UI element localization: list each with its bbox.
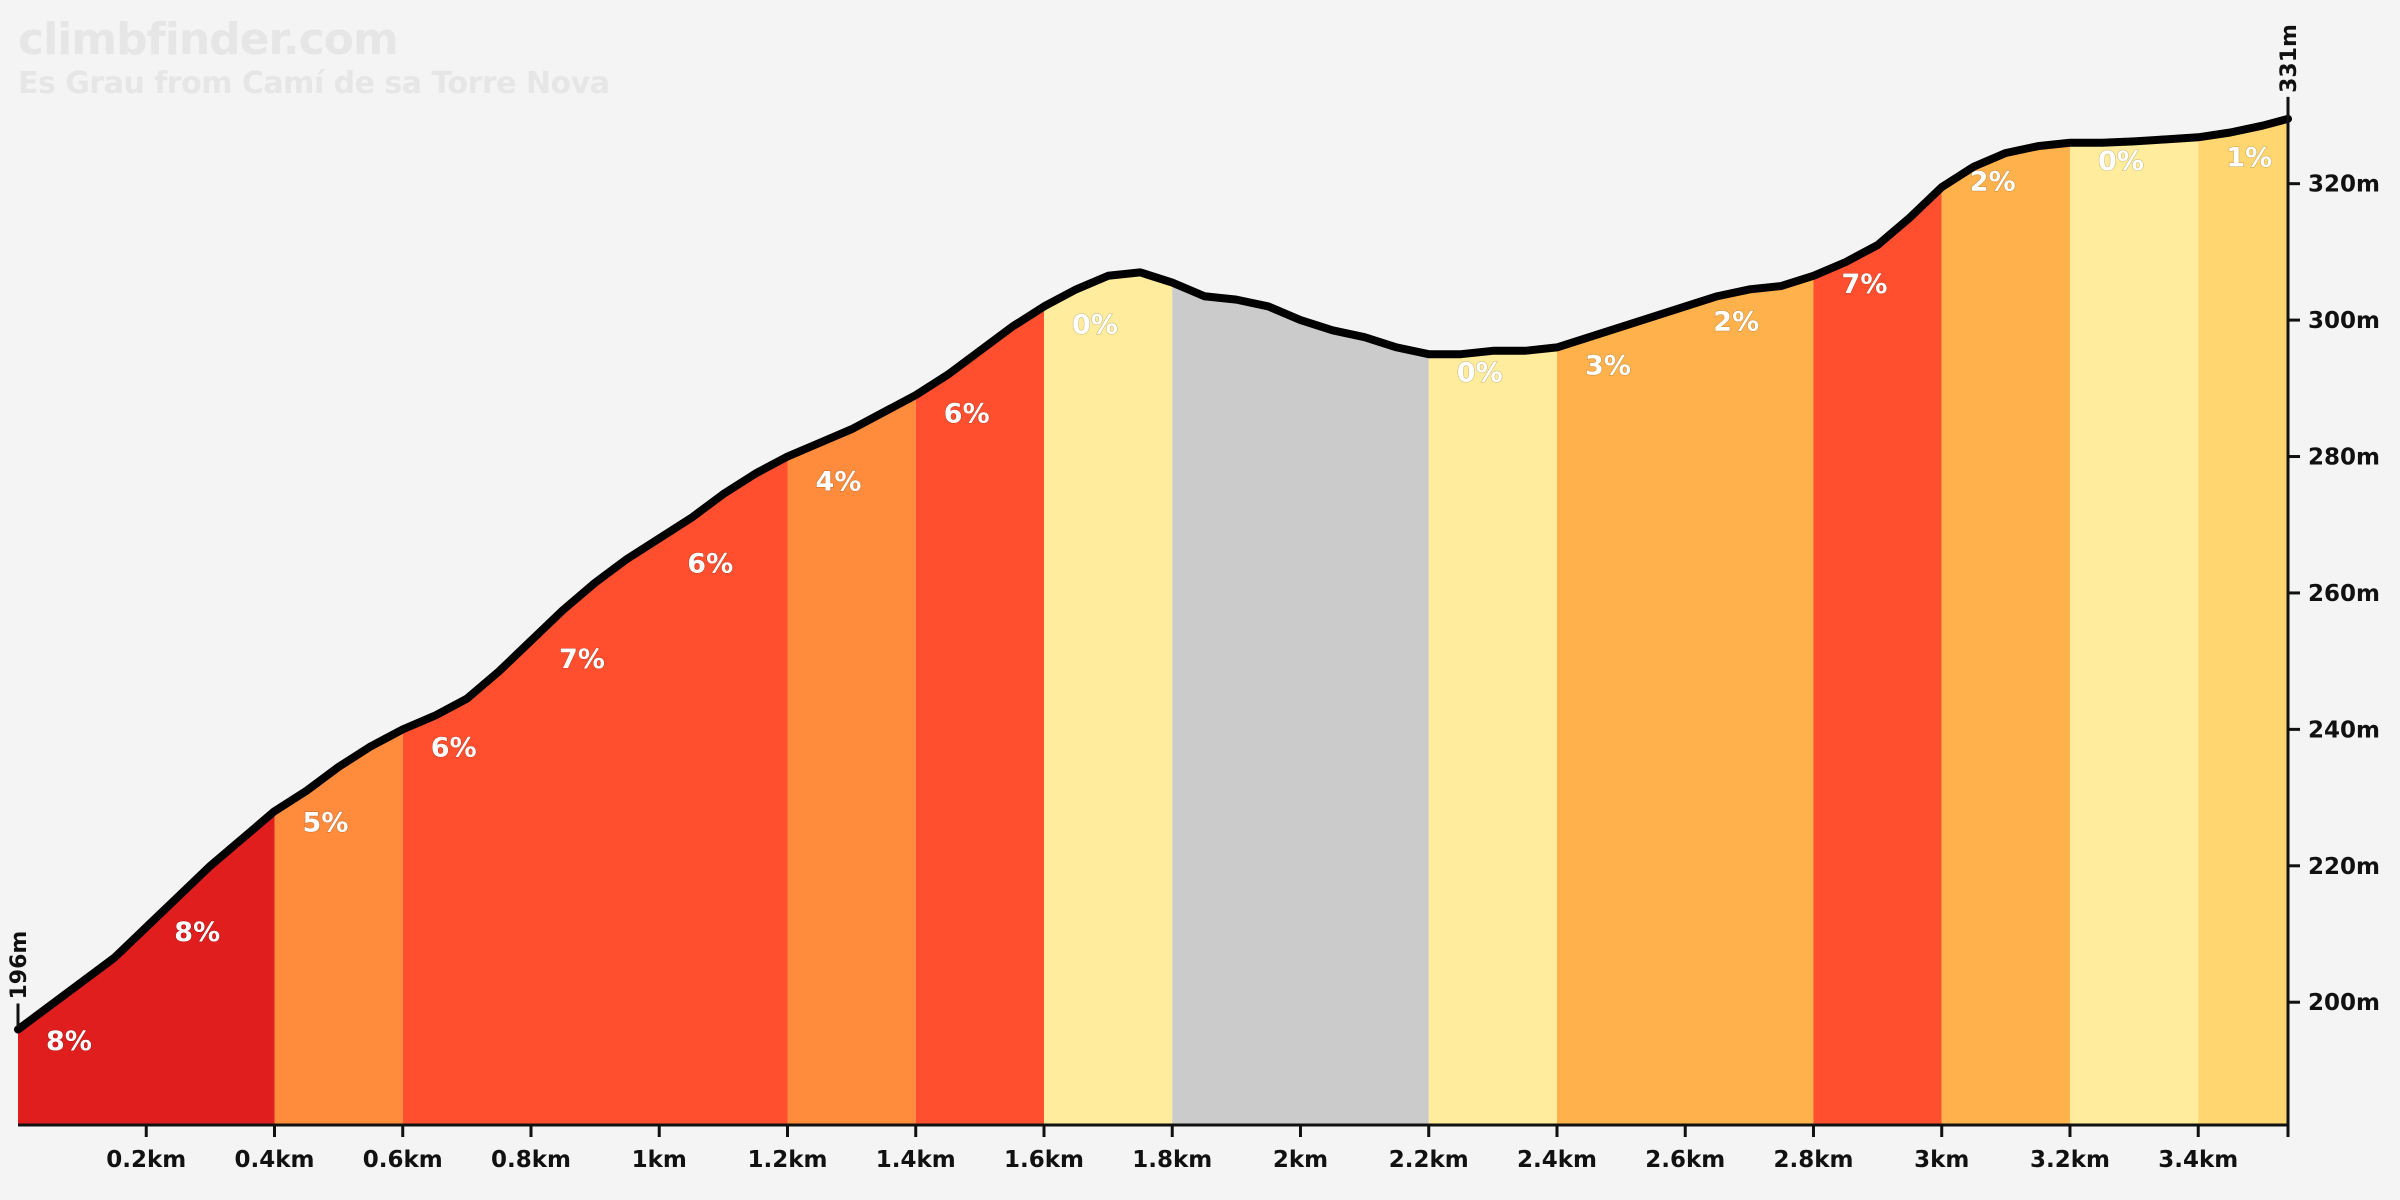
y-tick-label: 200m xyxy=(2308,990,2380,1016)
x-tick-label: 2.6km xyxy=(1645,1147,1725,1173)
x-tick-label: 0.4km xyxy=(234,1147,314,1173)
y-axis: 200m 220m 240m 260m 280m 300m 320m xyxy=(2286,118,2380,1125)
gradient-band xyxy=(787,118,916,1125)
gradient-band xyxy=(915,118,1044,1125)
y-tick-label: 280m xyxy=(2308,445,2380,471)
gradient-label: 5% xyxy=(303,808,349,839)
y-tick-label: 220m xyxy=(2308,854,2380,880)
gradient-label: 6% xyxy=(944,398,990,429)
x-tick-label: 1.6km xyxy=(1004,1147,1084,1173)
x-tick-label: 2.4km xyxy=(1517,1147,1597,1173)
gradient-label: 8% xyxy=(46,1026,92,1057)
elevation-line xyxy=(14,114,2292,1034)
x-tick-label: 2.8km xyxy=(1773,1147,1853,1173)
gradient-label: 6% xyxy=(687,548,733,579)
gradient-band xyxy=(1556,118,1814,1125)
end-elevation-label: 331m xyxy=(2277,24,2302,93)
y-tick-label: 320m xyxy=(2308,172,2380,198)
gradient-labels: 8% 8% 5% 6% 7% 6% 4% 6% 0% 0% 3% 2% 7% 2% 0% 1% xyxy=(46,142,2273,1057)
gradient-label: 2% xyxy=(1713,306,1759,337)
gradient-label: 4% xyxy=(816,467,862,498)
y-tick-label: 260m xyxy=(2308,581,2380,607)
x-tick-label: 2.2km xyxy=(1389,1147,1469,1173)
gradient-label: 7% xyxy=(1842,269,1888,300)
gradient-band xyxy=(402,118,788,1125)
y-tick-label: 300m xyxy=(2308,308,2380,334)
x-tick-label: 1.2km xyxy=(747,1147,827,1173)
x-tick-label: 1.8km xyxy=(1132,1147,1212,1173)
gradient-band xyxy=(274,118,403,1125)
x-axis: 0.2km 0.4km 0.6km 0.8km 1km 1.2km 1.4km 1.6km 1.… xyxy=(18,1117,2290,1173)
gradient-band xyxy=(1172,118,1429,1125)
gradient-bands xyxy=(18,118,2288,1125)
x-tick-label: 3.4km xyxy=(2158,1147,2238,1173)
gradient-label: 1% xyxy=(2226,143,2272,174)
gradient-label: 2% xyxy=(1970,166,2016,197)
gradient-band xyxy=(1813,118,1942,1125)
climb-title: Es Grau from Camí de sa Torre Nova xyxy=(18,66,610,101)
gradient-band xyxy=(18,118,275,1125)
x-tick-label: 1km xyxy=(632,1147,687,1173)
gradient-label: 6% xyxy=(431,733,477,764)
start-elevation-label: 196m xyxy=(7,931,32,1000)
x-tick-label: 3.2km xyxy=(2030,1147,2110,1173)
gradient-label: 3% xyxy=(1585,351,1631,382)
brand-watermark[interactable]: climbfinder.com xyxy=(18,14,399,65)
x-tick-label: 2km xyxy=(1273,1147,1328,1173)
x-tick-label: 0.2km xyxy=(106,1147,186,1173)
gradient-label: 0% xyxy=(1072,310,1118,341)
gradient-band xyxy=(2198,118,2288,1125)
gradient-label: 0% xyxy=(1457,357,1503,388)
endpoint-markers: 196m 331m xyxy=(7,24,2302,1028)
y-tick-label: 240m xyxy=(2308,717,2380,743)
gradient-label: 8% xyxy=(174,917,220,948)
x-tick-label: 0.6km xyxy=(363,1147,443,1173)
gradient-label: 0% xyxy=(2098,146,2144,177)
gradient-band xyxy=(1941,118,2070,1125)
gradient-band xyxy=(1428,118,1557,1125)
x-tick-label: 1.4km xyxy=(876,1147,956,1173)
x-tick-label: 3km xyxy=(1914,1147,1969,1173)
gradient-band xyxy=(2069,118,2199,1125)
x-tick-label: 0.8km xyxy=(491,1147,571,1173)
gradient-label: 7% xyxy=(559,644,605,675)
gradient-band xyxy=(1043,118,1173,1125)
